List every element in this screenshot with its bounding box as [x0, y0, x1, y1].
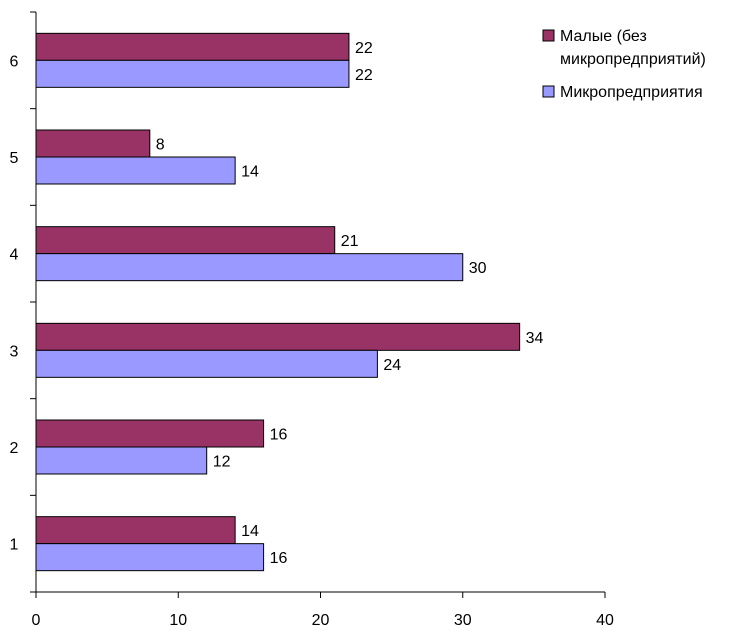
y-tick-label: 1: [10, 537, 19, 554]
x-tick-label: 20: [312, 612, 330, 629]
bar-series-0: [35, 129, 151, 158]
bar-series-1: [35, 59, 350, 88]
bar-series-0: [35, 322, 521, 351]
bar-series-0: [35, 419, 265, 448]
data-label: 12: [213, 454, 231, 471]
bar-series-1: [35, 253, 464, 282]
data-label: 16: [270, 427, 288, 444]
legend-label: микропредприятий): [560, 51, 706, 68]
x-tick-label: 40: [596, 612, 614, 629]
y-tick-label: 5: [10, 150, 19, 167]
data-label: 22: [355, 67, 373, 84]
bar-series-1: [35, 349, 378, 378]
data-label: 24: [383, 357, 401, 374]
y-tick-label: 3: [10, 343, 19, 360]
y-tick-label: 2: [10, 440, 19, 457]
bar-series-0: [35, 32, 350, 61]
data-label: 16: [270, 550, 288, 567]
data-label: 21: [341, 233, 359, 250]
data-label: 34: [526, 330, 544, 347]
bar-series-1: [35, 446, 208, 475]
data-label: 14: [241, 164, 259, 181]
data-label: 22: [355, 40, 373, 57]
x-tick-label: 30: [454, 612, 472, 629]
legend-swatch-1: [542, 85, 555, 98]
bar-series-1: [35, 156, 236, 185]
x-tick-label: 10: [169, 612, 187, 629]
data-label: 8: [156, 137, 165, 154]
y-tick-label: 6: [10, 53, 19, 70]
legend-label: Малые (без: [560, 28, 647, 45]
bar-series-0: [35, 516, 236, 545]
legend-label: Микропредприятия: [560, 84, 703, 101]
bar-series-0: [35, 226, 336, 255]
data-label: 14: [241, 523, 259, 540]
data-label: 30: [469, 260, 487, 277]
legend-swatch-0: [542, 29, 555, 42]
y-tick-label: 4: [10, 247, 19, 264]
x-tick-label: 0: [32, 612, 41, 629]
bar-series-1: [35, 543, 265, 572]
